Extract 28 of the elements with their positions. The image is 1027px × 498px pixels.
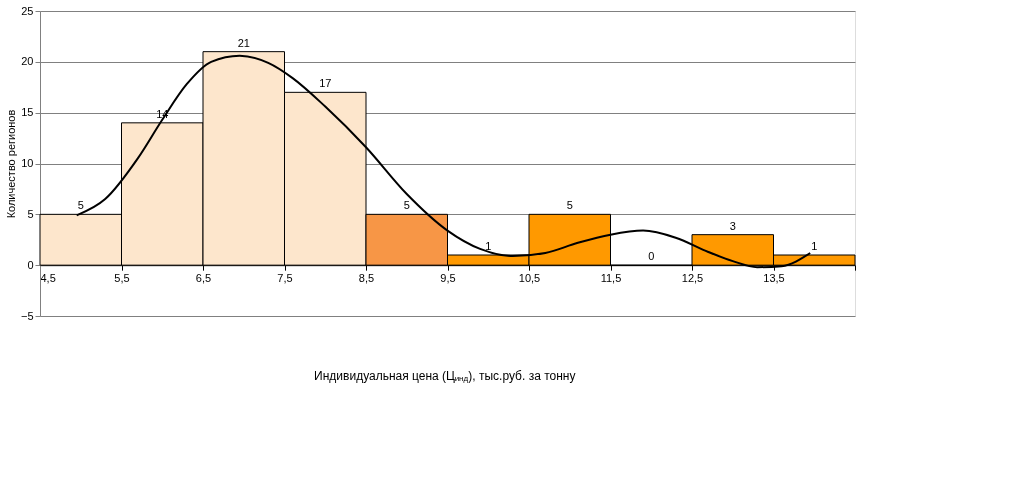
data-label: 0 (648, 250, 655, 263)
x-tick-label: 6,5 (195, 271, 212, 284)
x-tick-label: 13,5 (763, 271, 785, 284)
x-tick-label: 8,5 (358, 271, 375, 284)
data-label: 17 (319, 77, 332, 90)
y-tick-label: 15 (21, 106, 34, 119)
data-label: 1 (485, 240, 492, 252)
y-tick-label: 0 (27, 258, 34, 271)
x-axis-title: Индивидуальная цена (Цинд), тыс.руб. за тонну (314, 369, 576, 383)
x-tick-label: 5,5 (114, 271, 130, 284)
x-tick-label: 4,5 (40, 271, 56, 284)
data-label: 5 (77, 199, 84, 212)
x-tick-label: 11,5 (600, 271, 622, 284)
x-tick-label: 10,5 (518, 271, 541, 284)
y-tick-label: 20 (21, 55, 34, 68)
data-label: 5 (403, 199, 410, 212)
x-tick-label: 7,5 (277, 271, 293, 284)
data-label: 21 (237, 36, 250, 49)
y-axis-title: Количество регионов (4, 109, 17, 219)
y-tick-label: 5 (27, 207, 34, 220)
data-label: 1 (811, 240, 818, 252)
data-label: 5 (566, 199, 573, 212)
data-label: 3 (729, 219, 736, 232)
y-tick-label: 25 (21, 4, 34, 17)
x-tick-label: 12,5 (681, 271, 704, 284)
x-tick-label: 9,5 (440, 271, 456, 284)
y-tick-label: −5 (20, 309, 34, 322)
y-tick-label: 10 (21, 157, 34, 169)
